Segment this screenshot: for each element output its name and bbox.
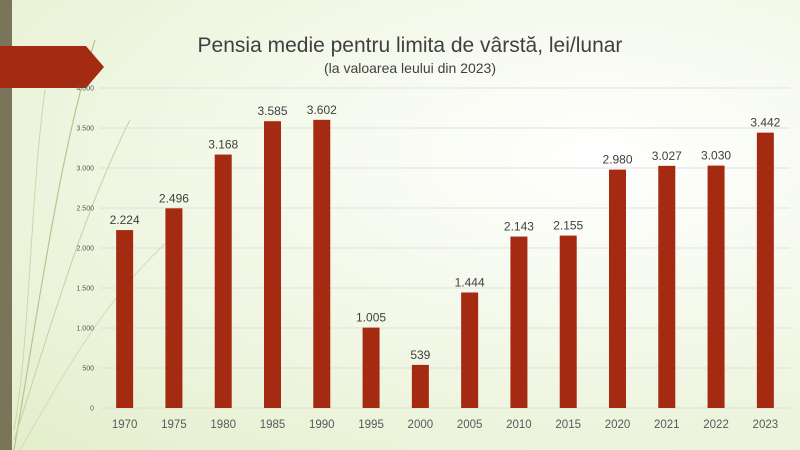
bar: [411, 364, 429, 408]
bar: [165, 208, 183, 408]
data-label: 3.442: [750, 116, 780, 130]
x-tick-label: 1985: [260, 419, 286, 431]
bar: [510, 236, 528, 408]
data-label: 539: [410, 348, 430, 362]
x-tick-label: 2015: [555, 419, 581, 431]
data-label: 3.027: [652, 149, 682, 163]
data-label: 3.030: [701, 149, 731, 163]
x-tick-label: 1990: [309, 419, 335, 431]
bar: [313, 119, 331, 408]
data-label: 2.496: [159, 191, 189, 205]
y-tick-label: 500: [82, 366, 94, 373]
x-tick-label: 1970: [112, 419, 138, 431]
y-tick-label: 1.000: [76, 326, 94, 333]
x-tick-label: 2020: [605, 419, 631, 431]
left-accent-bar: [0, 0, 12, 450]
x-tick-label: 2005: [457, 419, 483, 431]
y-tick-label: 3.500: [76, 126, 94, 133]
bar: [756, 132, 774, 408]
x-tick-label: 1980: [210, 419, 236, 431]
y-tick-label: 3.000: [76, 166, 94, 173]
x-tick-label: 2021: [654, 419, 680, 431]
data-label: 2.980: [602, 153, 632, 167]
x-tick-label: 2022: [703, 419, 729, 431]
data-label: 2.143: [504, 220, 534, 234]
y-tick-label: 2.500: [76, 206, 94, 213]
data-label: 1.005: [356, 311, 386, 325]
y-tick-label: 4.000: [76, 86, 94, 93]
x-tick-label: 2010: [506, 419, 532, 431]
chart-title: Pensia medie pentru limita de vârstă, le…: [197, 34, 623, 57]
bar: [264, 121, 281, 408]
bar: [609, 169, 626, 408]
data-label: 2.224: [110, 213, 140, 227]
chart-subtitle: (la valoarea leului din 2023): [324, 60, 496, 76]
data-label: 3.168: [208, 138, 238, 152]
x-tick-label: 1975: [161, 419, 187, 431]
bar: [658, 165, 676, 408]
bar: [116, 230, 134, 408]
data-label: 3.585: [257, 104, 287, 118]
bar: [707, 165, 725, 408]
y-tick-label: 0: [90, 406, 94, 413]
x-tick-label: 2000: [408, 419, 434, 431]
bar: [461, 292, 479, 408]
bar: [214, 154, 232, 408]
y-tick-label: 1.500: [76, 286, 94, 293]
x-tick-label: 1995: [358, 419, 384, 431]
y-tick-label: 2.000: [76, 246, 94, 253]
data-label: 3.602: [307, 103, 337, 117]
title-arrow-shape: [0, 46, 104, 88]
x-tick-label: 2023: [753, 419, 779, 431]
data-label: 2.155: [553, 219, 583, 233]
bar: [362, 327, 380, 408]
bar: [559, 235, 577, 408]
data-label: 1.444: [455, 275, 485, 289]
